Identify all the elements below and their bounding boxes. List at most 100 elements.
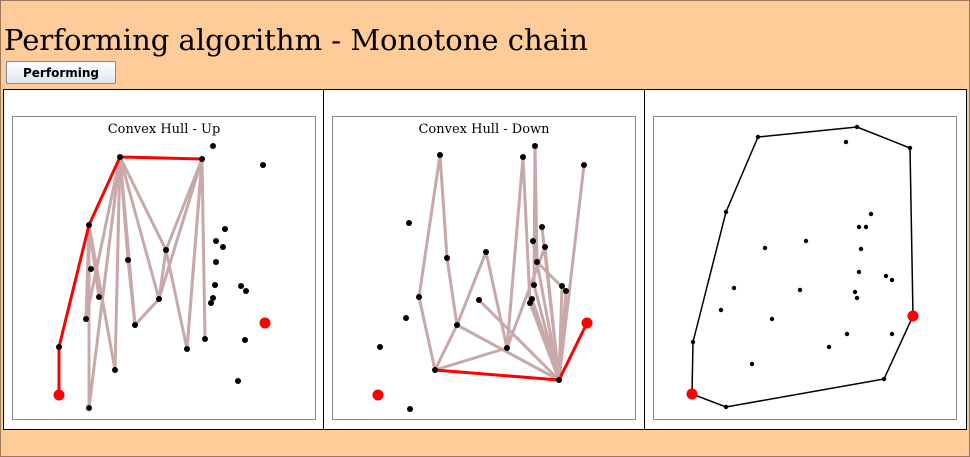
data-point — [883, 273, 889, 279]
data-point — [243, 288, 249, 294]
data-point — [863, 224, 869, 230]
scan-edge — [433, 346, 509, 372]
highlight-point — [372, 389, 384, 401]
data-point — [520, 154, 526, 160]
scan-edge — [477, 298, 561, 382]
data-point — [222, 226, 228, 232]
data-point — [854, 124, 860, 130]
data-point — [220, 244, 226, 250]
plot-canvas-result — [686, 124, 919, 410]
data-point — [534, 259, 540, 265]
highlight-point — [686, 388, 698, 400]
data-point — [213, 259, 219, 265]
scan-edge — [118, 155, 168, 252]
data-point — [86, 405, 92, 411]
data-point — [797, 287, 803, 293]
data-point — [210, 143, 216, 149]
highlight-point — [53, 389, 65, 401]
data-point — [96, 294, 102, 300]
scan-edge — [84, 155, 122, 321]
data-point — [723, 404, 729, 410]
data-point — [755, 134, 761, 140]
scan-edge — [445, 256, 459, 327]
data-point — [556, 377, 562, 383]
scan-edge — [521, 155, 532, 305]
highlight-point — [907, 310, 919, 322]
data-point — [854, 295, 860, 301]
scan-edge — [118, 155, 161, 301]
data-point — [826, 344, 832, 350]
data-point — [907, 145, 913, 151]
plot-canvas-down — [372, 143, 593, 412]
data-point — [377, 344, 383, 350]
data-point — [260, 162, 266, 168]
data-point — [530, 238, 536, 244]
data-point — [856, 269, 862, 275]
data-point — [852, 289, 858, 295]
data-point — [559, 283, 565, 289]
data-point — [454, 322, 460, 328]
data-point — [210, 295, 216, 301]
scan-edge — [113, 155, 122, 372]
data-point — [762, 245, 768, 251]
scan-edge — [532, 283, 561, 382]
performing-button[interactable]: Performing — [6, 61, 116, 84]
scan-edge — [185, 157, 204, 351]
data-point — [844, 331, 850, 337]
data-point — [132, 322, 138, 328]
data-point — [444, 255, 450, 261]
plot-result — [653, 116, 957, 420]
highlight-point — [581, 317, 593, 329]
data-point — [529, 296, 535, 302]
data-point — [163, 247, 169, 253]
data-point — [117, 154, 123, 160]
data-point — [803, 238, 809, 244]
data-point — [432, 367, 438, 373]
data-point — [213, 238, 219, 244]
scan-edge — [557, 163, 586, 382]
scan-edge — [543, 245, 561, 382]
scan-edge — [126, 258, 137, 327]
data-point — [718, 307, 724, 313]
data-point — [238, 283, 244, 289]
data-point — [406, 220, 412, 226]
data-point — [199, 156, 205, 162]
data-point — [83, 316, 89, 322]
scan-edge — [200, 157, 207, 341]
scan-edge — [433, 323, 459, 372]
data-point — [690, 339, 696, 345]
data-point — [208, 300, 214, 306]
panel-up: Convex Hull - Up — [4, 90, 324, 429]
data-point — [889, 277, 895, 283]
data-point — [504, 345, 510, 351]
scan-edge — [484, 250, 509, 350]
plot-title-down: Convex Hull - Down — [418, 122, 550, 137]
data-point — [856, 224, 862, 230]
data-point — [125, 257, 131, 263]
data-point — [531, 282, 537, 288]
scan-edge — [532, 144, 537, 287]
data-point — [235, 378, 241, 384]
data-point — [889, 331, 895, 337]
data-point — [749, 361, 755, 367]
data-point — [843, 139, 849, 145]
plot-canvas-up — [53, 143, 271, 411]
scan-edge — [157, 248, 168, 301]
data-point — [407, 406, 413, 412]
scan-edge — [157, 157, 204, 301]
data-point — [416, 294, 422, 300]
data-point — [483, 249, 489, 255]
scan-edge — [528, 301, 561, 382]
data-point — [723, 209, 729, 215]
data-point — [769, 316, 775, 322]
scan-edge — [455, 250, 488, 327]
data-point — [437, 152, 443, 158]
data-point — [403, 315, 409, 321]
data-point — [539, 224, 545, 230]
data-point — [184, 346, 190, 352]
data-point — [731, 285, 737, 291]
data-point — [56, 344, 62, 350]
data-point — [202, 336, 208, 342]
highlight-point — [259, 317, 271, 329]
data-point — [858, 246, 864, 252]
